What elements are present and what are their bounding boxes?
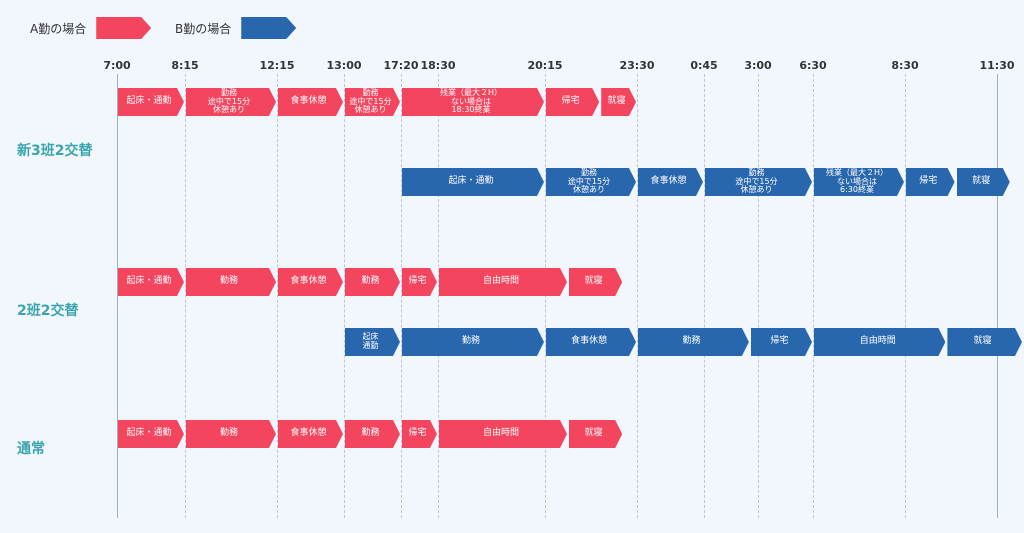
time-gridline xyxy=(277,74,278,518)
schedule-segment: 食事休憩 xyxy=(278,88,343,116)
schedule-segment: 食事休憩 xyxy=(546,328,636,356)
schedule-segment: 勤務 xyxy=(186,420,276,448)
schedule-segment: 勤務 xyxy=(345,420,400,448)
schedule-segment: 就寝 xyxy=(947,328,1022,356)
schedule-segment: 帰宅 xyxy=(906,168,955,196)
schedule-segment: 勤務 xyxy=(402,328,544,356)
schedule-segment: 自由時間 xyxy=(439,268,567,296)
schedule-segment: 就寝 xyxy=(569,268,622,296)
time-label: 13:00 xyxy=(326,59,362,72)
time-label: 0:45 xyxy=(690,59,718,72)
legend-a: A勤の場合 xyxy=(30,17,151,39)
time-label: 11:30 xyxy=(979,59,1015,72)
schedule-segment: 就寝 xyxy=(569,420,622,448)
time-gridline xyxy=(117,74,118,518)
schedule-segment: 残業（最大２H） ない場合は 18:30終業 xyxy=(402,88,544,116)
schedule-segment: 帰宅 xyxy=(402,268,437,296)
row-label-2shift: 2班2交替 xyxy=(17,303,79,319)
time-label: 3:00 xyxy=(744,59,772,72)
time-gridline xyxy=(704,74,705,518)
schedule-segment: 自由時間 xyxy=(814,328,945,356)
legend-a-label: A勤の場合 xyxy=(30,21,87,36)
schedule-segment: 食事休憩 xyxy=(278,420,343,448)
schedule-segment: 就寝 xyxy=(957,168,1010,196)
time-label: 8:15 xyxy=(171,59,199,72)
schedule-segment: 帰宅 xyxy=(751,328,812,356)
legend-b-label: B勤の場合 xyxy=(175,21,232,36)
legend-b-swatch xyxy=(241,17,296,39)
time-label: 6:30 xyxy=(799,59,827,72)
time-gridline xyxy=(344,74,345,518)
time-gridline xyxy=(545,74,546,518)
schedule-segment: 勤務 途中で15分 休憩あり xyxy=(705,168,812,196)
schedule-segment: 勤務 途中で15分 休憩あり xyxy=(186,88,276,116)
time-gridline xyxy=(905,74,906,518)
schedule-segment: 勤務 xyxy=(186,268,276,296)
schedule-segment: 就寝 xyxy=(601,88,636,116)
time-label: 7:00 xyxy=(103,59,131,72)
time-label: 20:15 xyxy=(527,59,563,72)
legend-a-swatch xyxy=(96,17,151,39)
time-label: 12:15 xyxy=(259,59,295,72)
schedule-segment: 勤務 xyxy=(638,328,749,356)
time-label: 8:30 xyxy=(891,59,919,72)
schedule-segment: 帰宅 xyxy=(402,420,437,448)
row-label-new3: 新3班2交替 xyxy=(17,143,93,159)
schedule-segment: 起床・通勤 xyxy=(402,168,544,196)
time-gridline xyxy=(401,74,402,518)
time-gridline xyxy=(997,74,998,518)
time-gridline xyxy=(438,74,439,518)
time-label: 23:30 xyxy=(619,59,655,72)
time-label: 17:20 xyxy=(383,59,419,72)
schedule-segment: 自由時間 xyxy=(439,420,567,448)
time-gridline xyxy=(185,74,186,518)
row-label-normal: 通常 xyxy=(17,441,45,457)
schedule-segment: 起床・通勤 xyxy=(118,88,184,116)
schedule-segment: 勤務 途中で15分 休憩あり xyxy=(345,88,400,116)
schedule-segment: 帰宅 xyxy=(546,88,599,116)
schedule-segment: 食事休憩 xyxy=(638,168,703,196)
time-gridline xyxy=(758,74,759,518)
schedule-segment: 勤務 xyxy=(345,268,400,296)
time-gridline xyxy=(637,74,638,518)
schedule-segment: 起床・通勤 xyxy=(118,268,184,296)
time-label: 18:30 xyxy=(420,59,456,72)
schedule-segment: 起床 通勤 xyxy=(345,328,400,356)
time-gridline xyxy=(813,74,814,518)
schedule-segment: 残業（最大２H） ない場合は 6:30終業 xyxy=(814,168,904,196)
schedule-segment: 食事休憩 xyxy=(278,268,343,296)
legend-b: B勤の場合 xyxy=(175,17,296,39)
schedule-segment: 起床・通勤 xyxy=(118,420,184,448)
schedule-segment: 勤務 途中で15分 休憩あり xyxy=(546,168,636,196)
